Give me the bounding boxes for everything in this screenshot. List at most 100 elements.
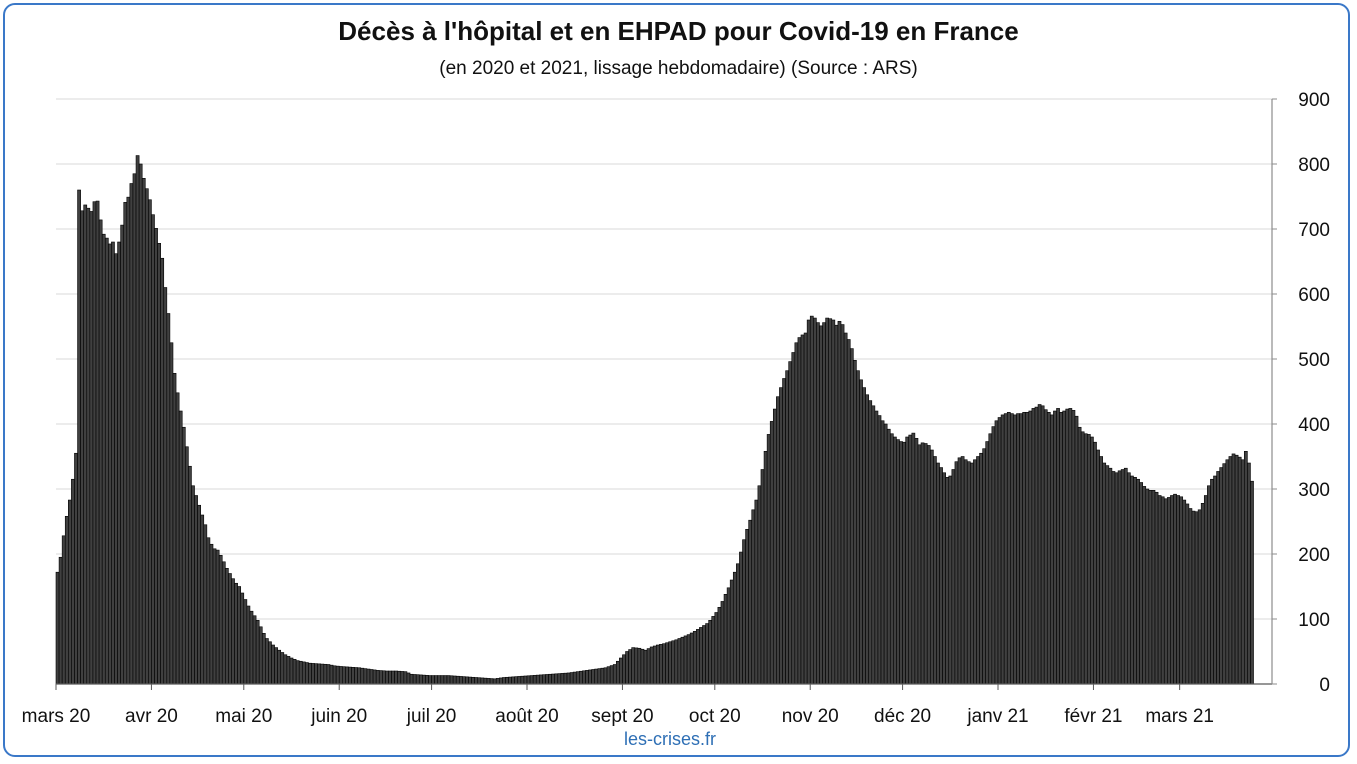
bar: [1151, 489, 1156, 685]
bar: [55, 571, 60, 685]
bar: [345, 666, 349, 685]
bar: [619, 657, 623, 685]
axes: [55, 98, 1277, 690]
bar: [1207, 485, 1211, 685]
bar: [760, 469, 765, 685]
bar: [1083, 433, 1088, 685]
bar: [468, 676, 472, 685]
bar: [323, 663, 328, 685]
chart-subtitle: (en 2020 et 2021, lissage hebdomadaire) …: [439, 58, 918, 79]
bar: [523, 675, 528, 685]
bar: [206, 537, 211, 685]
bar: [462, 676, 466, 685]
bar: [249, 610, 254, 685]
bar: [776, 396, 780, 685]
bar: [218, 554, 223, 685]
bar: [659, 644, 663, 685]
x-tick-label: oct 20: [689, 706, 741, 727]
bar: [197, 504, 201, 685]
bar: [437, 675, 442, 685]
bar: [1136, 478, 1140, 685]
bar: [388, 670, 392, 685]
bar: [643, 649, 648, 685]
y-tick-label: 300: [1298, 480, 1330, 501]
bar: [880, 420, 885, 685]
bar: [1056, 408, 1060, 685]
bar: [123, 202, 128, 685]
bar: [458, 676, 463, 685]
bar: [261, 632, 266, 685]
bar: [169, 342, 174, 685]
bar: [963, 459, 968, 685]
bar: [597, 668, 602, 685]
bar: [742, 539, 746, 685]
bar: [1068, 408, 1073, 685]
bar: [766, 434, 771, 685]
source-link[interactable]: les-crises.fr: [623, 729, 716, 749]
bar: [1010, 413, 1014, 685]
x-tick-label: sept 20: [591, 706, 653, 727]
bar: [498, 677, 503, 685]
bar: [674, 639, 679, 685]
bar: [893, 436, 897, 685]
bar: [120, 224, 125, 685]
bar: [566, 672, 571, 685]
bar: [243, 599, 248, 685]
bar: [859, 379, 863, 685]
bar: [415, 674, 420, 685]
bar: [1139, 482, 1144, 685]
bar: [708, 619, 713, 685]
bar: [702, 625, 706, 685]
bar: [791, 352, 796, 685]
bar: [542, 674, 546, 685]
chart-title: Décès à l'hôpital et en EHPAD pour Covid…: [338, 16, 1019, 46]
bar: [1148, 489, 1153, 685]
bar: [1250, 480, 1254, 685]
bar: [769, 421, 774, 685]
bar: [157, 243, 161, 685]
y-tick-label: 500: [1298, 350, 1330, 371]
bar: [997, 417, 1002, 685]
bar: [366, 668, 371, 685]
bar: [554, 673, 559, 685]
bar: [834, 324, 839, 685]
bar: [163, 287, 168, 685]
bar: [668, 641, 672, 685]
bar: [314, 663, 318, 685]
bar: [237, 586, 242, 685]
x-tick-label: mars 20: [22, 706, 91, 727]
bar: [929, 449, 934, 685]
bar: [58, 556, 63, 685]
bar: [905, 436, 910, 685]
bar: [200, 514, 205, 685]
bar: [385, 670, 389, 685]
bar: [234, 582, 238, 685]
bar: [970, 462, 974, 685]
bar: [1013, 414, 1017, 685]
bar: [871, 405, 876, 685]
bar: [277, 649, 282, 685]
bar: [797, 337, 802, 685]
bar: [1225, 459, 1230, 685]
bar: [569, 672, 574, 685]
bar: [160, 257, 165, 685]
bar: [348, 666, 352, 685]
bar: [763, 450, 768, 685]
bar: [148, 199, 152, 685]
bar: [757, 485, 762, 685]
bar: [1090, 436, 1094, 685]
bar: [332, 665, 337, 685]
bar: [933, 456, 937, 685]
bar: [431, 675, 435, 685]
bar: [1173, 493, 1177, 685]
bar: [1019, 413, 1023, 685]
bar: [301, 661, 306, 685]
bar: [274, 647, 278, 685]
y-tick-label: 200: [1298, 545, 1330, 566]
bar: [1160, 496, 1165, 685]
bar: [268, 641, 272, 685]
bar: [1188, 508, 1193, 685]
bar: [936, 462, 940, 685]
bar: [652, 645, 657, 685]
bar: [64, 515, 69, 685]
